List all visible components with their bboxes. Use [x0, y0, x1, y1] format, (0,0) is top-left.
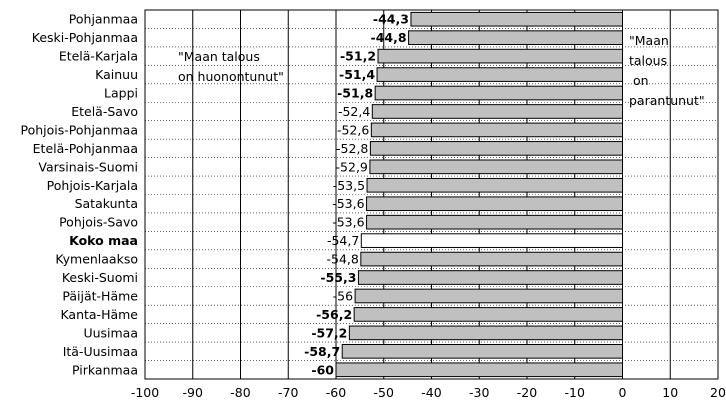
annotation-left: "Maan talous on huonontunut" — [178, 49, 284, 84]
category-label: Pohjois-Savo — [59, 215, 138, 230]
data-label: -52,9 — [336, 159, 368, 174]
x-tick-label: -90 — [183, 385, 203, 400]
category-label: Lappi — [104, 86, 138, 101]
data-label: -58,7 — [304, 344, 340, 359]
category-label: Etelä-Savo — [71, 104, 138, 119]
data-label: -44,8 — [371, 30, 407, 45]
bar — [353, 307, 623, 322]
data-label: -52,6 — [337, 122, 369, 137]
bar — [370, 122, 623, 138]
category-label: Keski-Pohjanmaa — [32, 30, 138, 45]
category-label: Itä-Uusimaa — [63, 344, 138, 359]
value-labels: -44,3 -44,8 -51,2 -51,4 -51,8 -52,4 -52,6 -52,8… — [304, 12, 409, 378]
data-label: -56,2 — [316, 307, 352, 322]
x-tick-label: 0 — [619, 385, 627, 400]
data-label: -56 — [333, 288, 353, 303]
bar — [341, 343, 623, 359]
category-label: Kymenlaakso — [55, 252, 138, 267]
bar — [354, 288, 623, 304]
x-tick-label: -30 — [469, 385, 489, 400]
category-label: Päijät-Häme — [62, 288, 138, 303]
x-tick-label: 10 — [662, 385, 678, 400]
bar — [369, 159, 623, 175]
bar — [377, 48, 623, 64]
plot-border — [144, 9, 719, 380]
x-tick-label: -40 — [421, 385, 441, 400]
bar — [369, 141, 623, 156]
category-label: Koko maa — [69, 233, 138, 248]
bar — [366, 214, 623, 230]
data-label: -53,5 — [333, 178, 365, 193]
category-label: Uusimaa — [83, 325, 138, 340]
bar — [408, 30, 623, 46]
data-label: -54,8 — [326, 252, 358, 267]
bar — [371, 104, 624, 119]
bars — [335, 11, 624, 378]
annotation-right-line: on — [629, 73, 649, 88]
x-tick-label: -80 — [230, 385, 250, 400]
category-label: Pohjois-Pohjanmaa — [21, 122, 139, 137]
bar — [376, 67, 623, 82]
bar — [348, 325, 623, 341]
category-label: Pohjois-Karjala — [47, 178, 138, 193]
annotation-left-line: on huonontunut" — [178, 69, 284, 84]
x-axis-tick-labels: -100 -90 -80 -70 -60 -50 -40 -30 -20 -10 0 10 20 — [131, 385, 726, 400]
x-tick-label: 20 — [710, 385, 726, 400]
category-labels: Pohjanmaa Keski-Pohjanmaa Etelä-Karjala Kai… — [21, 12, 139, 378]
annotation-right-line: "Maan — [629, 33, 669, 48]
bar — [366, 196, 623, 212]
category-label: Kanta-Häme — [60, 307, 138, 322]
bar — [335, 362, 623, 378]
data-label: -51,4 — [339, 67, 375, 82]
data-label: -51,2 — [340, 49, 376, 64]
data-label: -55,3 — [320, 270, 356, 285]
data-label: -51,8 — [337, 86, 373, 101]
data-label: -52,4 — [338, 104, 370, 119]
category-label: Pirkanmaa — [72, 362, 138, 377]
category-label: Kainuu — [95, 67, 138, 82]
bar — [374, 85, 623, 101]
annotation-left-line: "Maan talous — [178, 49, 260, 64]
category-label: Satakunta — [75, 196, 138, 211]
x-tick-label: -10 — [565, 385, 585, 400]
x-tick-label: -20 — [517, 385, 537, 400]
bar — [360, 251, 623, 267]
data-label: -60 — [311, 362, 334, 377]
data-label: -44,3 — [373, 12, 409, 27]
data-label: -53,6 — [332, 196, 364, 211]
data-label: -52,8 — [336, 141, 368, 156]
annotation-right: "Maan talous on parantunut" — [629, 33, 705, 108]
category-label: Etelä-Pohjanmaa — [33, 141, 138, 156]
annotation-right-line: talous — [629, 53, 667, 68]
x-tick-label: -70 — [278, 385, 298, 400]
category-label: Etelä-Karjala — [59, 49, 138, 64]
x-tick-label: -60 — [326, 385, 346, 400]
data-label: -54,7 — [327, 233, 359, 248]
bar — [357, 270, 623, 285]
category-label: Varsinais-Suomi — [38, 159, 138, 174]
bar — [410, 11, 623, 27]
category-label: Keski-Suomi — [62, 270, 138, 285]
bar — [360, 233, 623, 248]
bar — [366, 177, 623, 193]
x-tick-label: -50 — [374, 385, 394, 400]
category-label: Pohjanmaa — [69, 12, 138, 27]
annotation-right-line: parantunut" — [629, 93, 705, 108]
data-label: -57,2 — [311, 325, 347, 340]
x-tick-label: -100 — [131, 385, 159, 400]
data-label: -53,6 — [332, 215, 364, 230]
